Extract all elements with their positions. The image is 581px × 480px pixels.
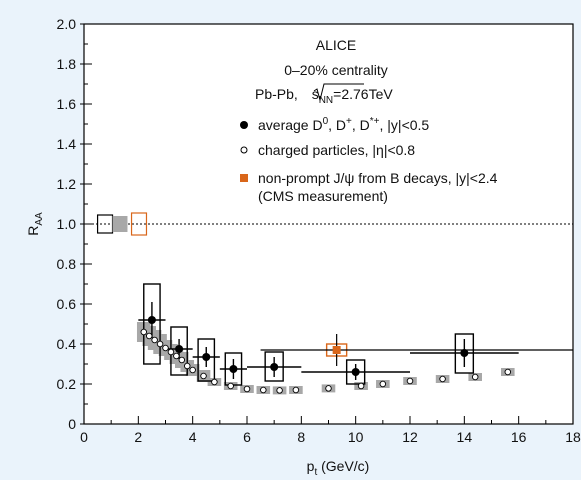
charged-point-1 xyxy=(145,332,153,340)
legend-label-charged: charged particles, |η|<0.8 xyxy=(258,142,415,158)
charged-point-5 xyxy=(167,348,175,356)
d-meson-point-1 xyxy=(175,345,184,353)
d-meson-sys-box-0 xyxy=(143,283,161,365)
y-tick-label-1.0: 1.0 xyxy=(57,216,77,232)
charged-point-18 xyxy=(357,382,365,390)
y-tick-label-1.6: 1.6 xyxy=(57,96,77,112)
charged-point-13 xyxy=(243,385,251,393)
charged-point-20 xyxy=(406,377,414,385)
charged-point-10 xyxy=(200,372,207,380)
y-axis-label: RAA xyxy=(25,212,45,236)
x-tick-label-16: 16 xyxy=(511,429,527,445)
charged-point-8 xyxy=(183,362,191,370)
d-meson-sys-box-2 xyxy=(197,338,216,382)
charged-point-2 xyxy=(151,336,158,344)
d-meson-point-3 xyxy=(229,365,238,373)
x-tick-label-18: 18 xyxy=(565,429,581,445)
charged-point-21 xyxy=(439,375,446,383)
x-tick-label-2: 2 xyxy=(134,429,142,445)
charged-point-7 xyxy=(178,356,186,364)
charged-point-4 xyxy=(162,344,169,352)
legend-marker-cms xyxy=(240,174,248,182)
charged-point-23 xyxy=(504,368,512,376)
d-meson-point-5 xyxy=(351,368,360,376)
norm-box-charged xyxy=(112,216,128,232)
x-tick-label-8: 8 xyxy=(297,429,305,445)
charged-point-12 xyxy=(227,382,234,390)
charged-point-0 xyxy=(140,328,148,336)
y-tick-label-0: 0 xyxy=(68,416,76,432)
x-axis-label: pt (GeV/c) xyxy=(307,458,370,478)
charged-point-19 xyxy=(379,380,387,388)
charged-point-16 xyxy=(292,386,300,394)
d-meson-point-0 xyxy=(147,316,156,324)
x-tick-label-6: 6 xyxy=(243,429,251,445)
system-label: Pb-Pb, sNN=2.76TeV xyxy=(255,83,393,106)
y-tick-label-1.8: 1.8 xyxy=(57,56,77,72)
x-tick-label-12: 12 xyxy=(402,429,418,445)
jpsi-point-0 xyxy=(332,346,341,354)
y-tick-label-0.2: 0.2 xyxy=(57,376,77,392)
legend-marker-charged xyxy=(240,146,248,154)
sqrt-symbol xyxy=(313,83,364,102)
charged-point-22 xyxy=(471,373,479,381)
legend-marker-d-mesons xyxy=(240,121,248,129)
legend-label-cms: non-prompt J/ψ from B decays, |y|<2.4 xyxy=(258,170,498,186)
legend-label-d-mesons: average D0, D+, D*+, |y|<0.5 xyxy=(258,116,429,133)
d-meson-point-2 xyxy=(202,353,211,361)
legend: average D0, D+, D*+, |y|<0.5 charged par… xyxy=(240,116,498,204)
charged-point-6 xyxy=(173,352,180,360)
x-tick-label-14: 14 xyxy=(457,429,473,445)
legend-label-cms-2: (CMS measurement) xyxy=(258,188,388,204)
y-tick-label-2.0: 2.0 xyxy=(57,16,77,32)
charged-point-15 xyxy=(276,387,283,394)
y-tick-label-0.6: 0.6 xyxy=(57,296,77,312)
charged-point-14 xyxy=(260,386,267,394)
d-meson-point-6 xyxy=(460,349,469,357)
charged-point-17 xyxy=(325,385,332,392)
charged-point-11 xyxy=(211,378,218,386)
svg-text:Pb-Pb, sNN=2.76TeV: Pb-Pb, sNN=2.76TeV xyxy=(255,86,393,106)
y-tick-label-1.4: 1.4 xyxy=(57,136,77,152)
centrality-label: 0–20% centrality xyxy=(284,62,388,78)
d-meson-point-4 xyxy=(270,363,279,371)
charged-point-3 xyxy=(156,340,164,348)
norm-box-cms xyxy=(130,212,148,236)
y-tick-label-0.8: 0.8 xyxy=(57,256,77,272)
x-tick-label-0: 0 xyxy=(80,429,88,445)
x-tick-label-4: 4 xyxy=(189,429,197,445)
y-tick-label-1.2: 1.2 xyxy=(57,176,77,192)
charged-point-9 xyxy=(189,366,196,374)
x-tick-label-10: 10 xyxy=(348,429,364,445)
y-tick-label-0.4: 0.4 xyxy=(57,336,77,352)
experiment-label: ALICE xyxy=(316,37,356,53)
